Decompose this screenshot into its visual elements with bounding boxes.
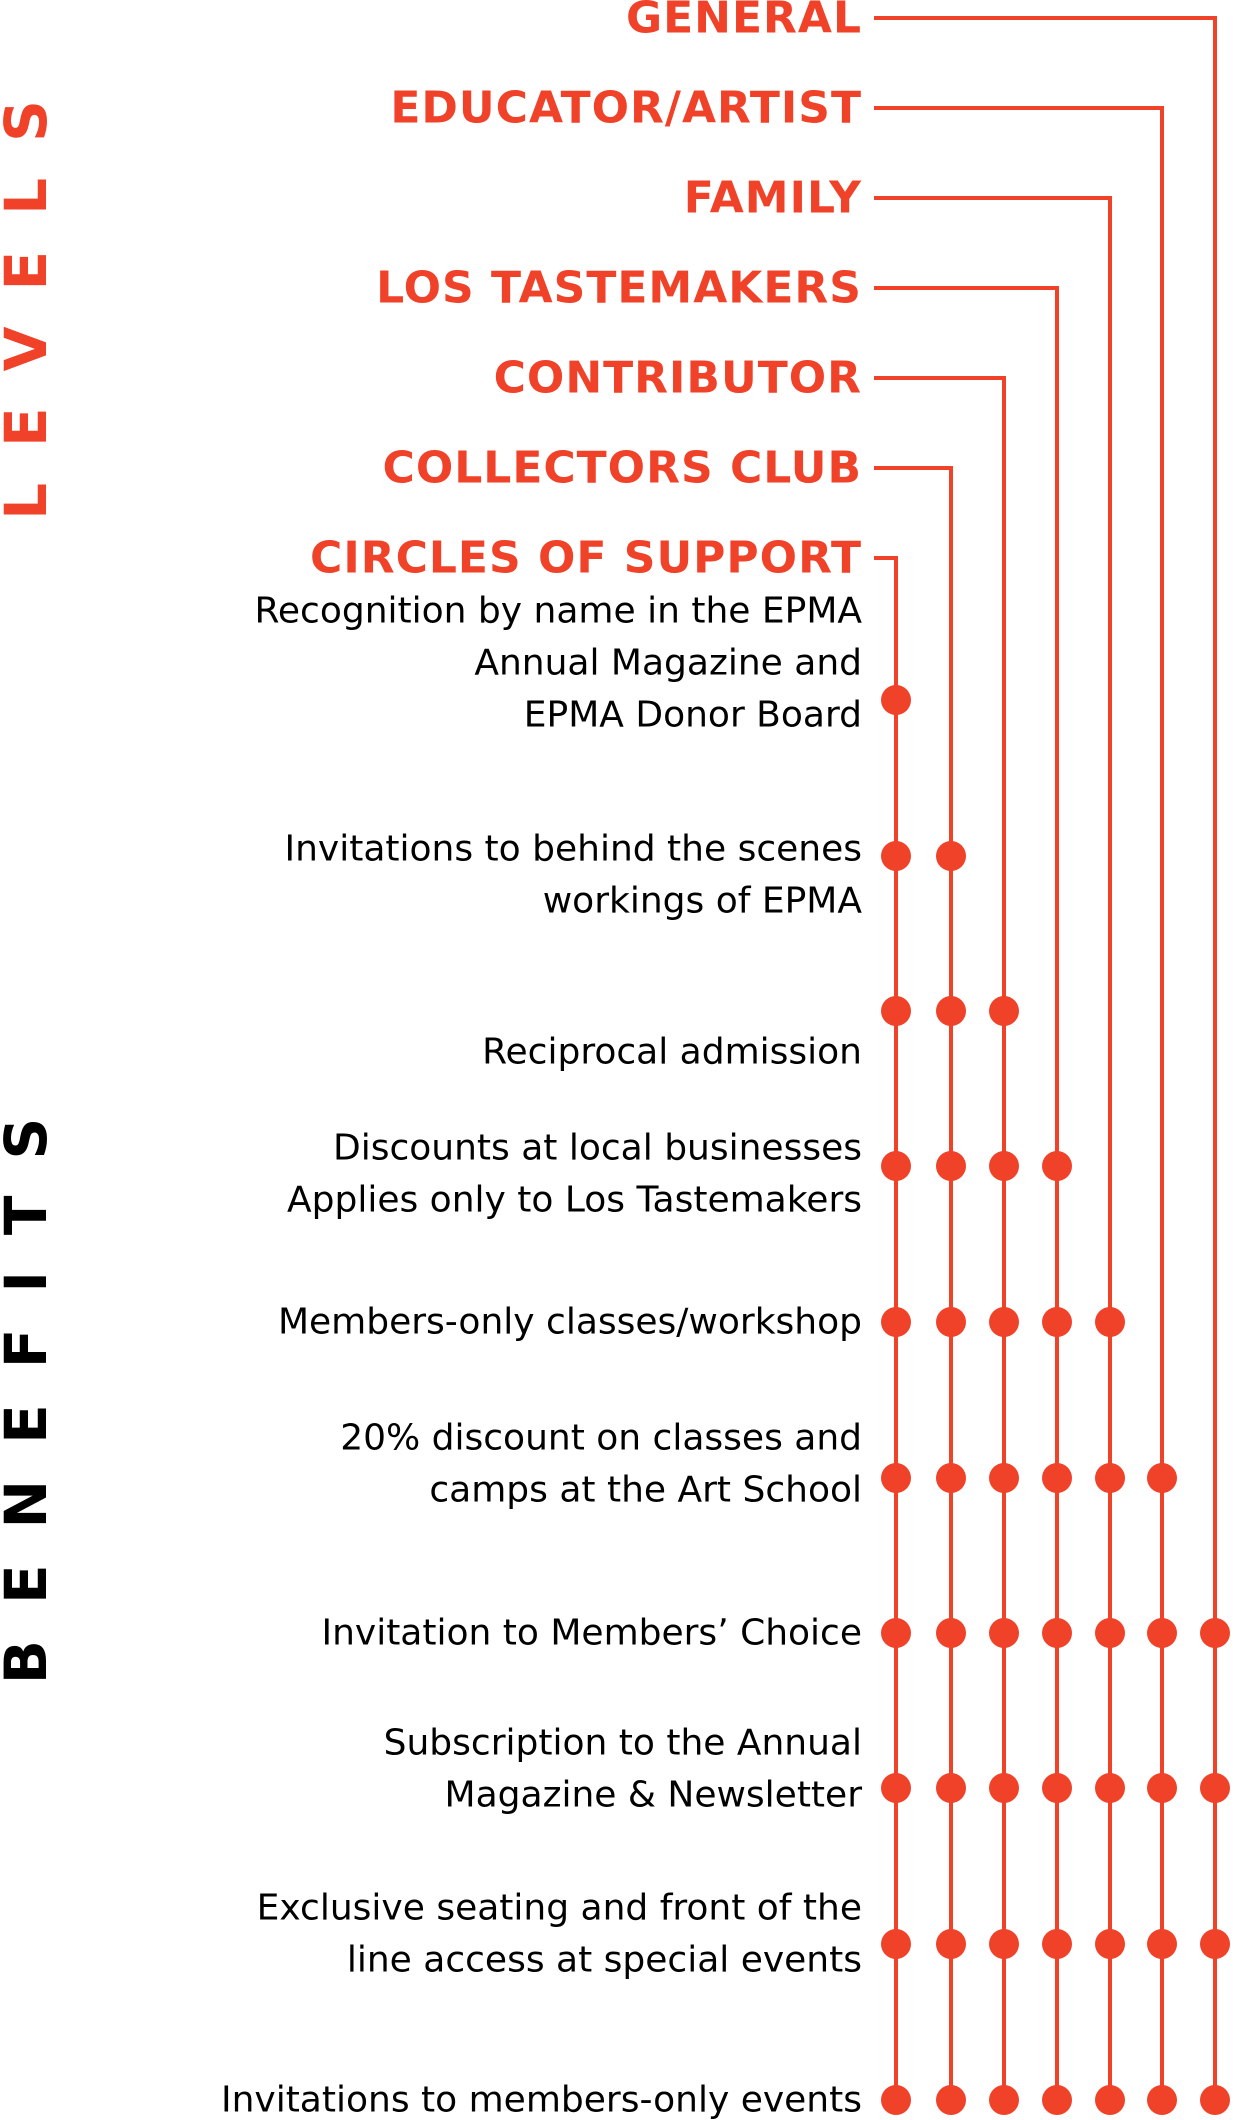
benefit-level-dot xyxy=(1042,1463,1072,1493)
benefit-level-dot xyxy=(881,1618,911,1648)
benefit-level-dot xyxy=(1095,2085,1125,2115)
benefit-level-dot xyxy=(936,1618,966,1648)
benefit-level-dot xyxy=(881,1929,911,1959)
benefit-label-line: Recognition by name in the EPMA xyxy=(255,591,863,632)
level-connector-line xyxy=(874,556,898,2100)
benefit-level-dot xyxy=(1095,1929,1125,1959)
level-label: FAMILY xyxy=(684,173,862,224)
level-label: CIRCLES OF SUPPORT xyxy=(310,533,862,584)
benefit-label-line: EPMA Donor Board xyxy=(524,695,862,736)
benefit-level-dot xyxy=(936,1773,966,1803)
benefit-level-dot xyxy=(881,1307,911,1337)
benefit-level-dot xyxy=(936,1151,966,1181)
level-connector-line xyxy=(874,106,1164,2100)
benefit-level-dot xyxy=(1042,2085,1072,2115)
benefit-level-dot xyxy=(989,1307,1019,1337)
benefit-level-dot xyxy=(1095,1773,1125,1803)
benefit-level-dot xyxy=(1200,1618,1230,1648)
benefit-level-dot xyxy=(1042,1618,1072,1648)
level-label: LOS TASTEMAKERS xyxy=(376,263,862,314)
benefit-level-dot xyxy=(1042,1929,1072,1959)
benefit-level-dot xyxy=(1042,1151,1072,1181)
level-label: EDUCATOR/ARTIST xyxy=(390,83,862,134)
benefit-label-line: workings of EPMA xyxy=(543,881,863,922)
level-label: GENERAL xyxy=(626,0,862,44)
benefit-level-dot xyxy=(989,1618,1019,1648)
level-connector-line xyxy=(874,286,1059,2100)
benefit-level-dot xyxy=(881,996,911,1026)
benefit-level-dot xyxy=(1095,1618,1125,1648)
benefit-label-line: Invitation to Members’ Choice xyxy=(321,1613,862,1654)
benefit-label-line: line access at special events xyxy=(347,1940,862,1981)
benefit-label-line: Discounts at local businesses xyxy=(333,1128,862,1169)
benefit-level-dot xyxy=(1147,1463,1177,1493)
level-connector-line xyxy=(874,466,953,2100)
benefit-level-dot xyxy=(881,841,911,871)
benefit-level-dot xyxy=(936,2085,966,2115)
benefit-level-dot xyxy=(936,1307,966,1337)
benefit-label-line: Applies only to Los Tastemakers xyxy=(287,1180,862,1221)
benefit-level-dot xyxy=(936,841,966,871)
benefit-level-dot xyxy=(881,1151,911,1181)
benefit-label-line: Invitations to behind the scenes xyxy=(284,829,862,870)
level-connector-line xyxy=(874,16,1217,2100)
benefit-level-dot xyxy=(1042,1307,1072,1337)
benefit-level-dot xyxy=(1200,1773,1230,1803)
benefit-label-line: Magazine & Newsletter xyxy=(445,1775,863,1816)
benefit-level-dot xyxy=(1147,2085,1177,2115)
benefit-level-dot xyxy=(989,1773,1019,1803)
benefit-level-dot xyxy=(881,1773,911,1803)
level-connector-line xyxy=(874,196,1112,2100)
level-label: COLLECTORS CLUB xyxy=(383,443,862,494)
benefit-level-dot xyxy=(1147,1773,1177,1803)
benefit-label-line: 20% discount on classes and xyxy=(340,1418,862,1459)
benefit-level-dot xyxy=(936,1929,966,1959)
benefit-label-line: camps at the Art School xyxy=(429,1470,862,1511)
benefit-level-dot xyxy=(989,996,1019,1026)
benefit-level-dot xyxy=(936,996,966,1026)
benefit-level-dot xyxy=(989,1463,1019,1493)
benefit-level-dot xyxy=(1095,1307,1125,1337)
benefit-level-dot xyxy=(881,1463,911,1493)
benefit-label-line: Reciprocal admission xyxy=(482,1032,862,1073)
benefit-level-dot xyxy=(989,1151,1019,1181)
benefit-level-dot xyxy=(1095,1463,1125,1493)
benefit-level-dot xyxy=(989,1929,1019,1959)
benefit-level-dot xyxy=(1147,1929,1177,1959)
benefit-level-dot xyxy=(936,1463,966,1493)
benefit-level-dot xyxy=(1200,2085,1230,2115)
level-label: CONTRIBUTOR xyxy=(494,353,862,404)
benefit-level-dot xyxy=(989,2085,1019,2115)
benefit-level-dot xyxy=(1200,1929,1230,1959)
benefit-level-dot xyxy=(881,685,911,715)
benefit-level-dot xyxy=(881,2085,911,2115)
benefit-label-line: Invitations to members-only events xyxy=(221,2080,862,2120)
benefit-level-dot xyxy=(1147,1618,1177,1648)
benefit-label-line: Annual Magazine and xyxy=(474,643,862,684)
benefit-label-line: Exclusive seating and front of the xyxy=(257,1888,862,1929)
level-connector-line xyxy=(874,376,1006,2100)
benefit-label-line: Members-only classes/workshop xyxy=(278,1302,862,1343)
benefit-label-line: Subscription to the Annual xyxy=(384,1723,862,1764)
benefit-level-dot xyxy=(1042,1773,1072,1803)
